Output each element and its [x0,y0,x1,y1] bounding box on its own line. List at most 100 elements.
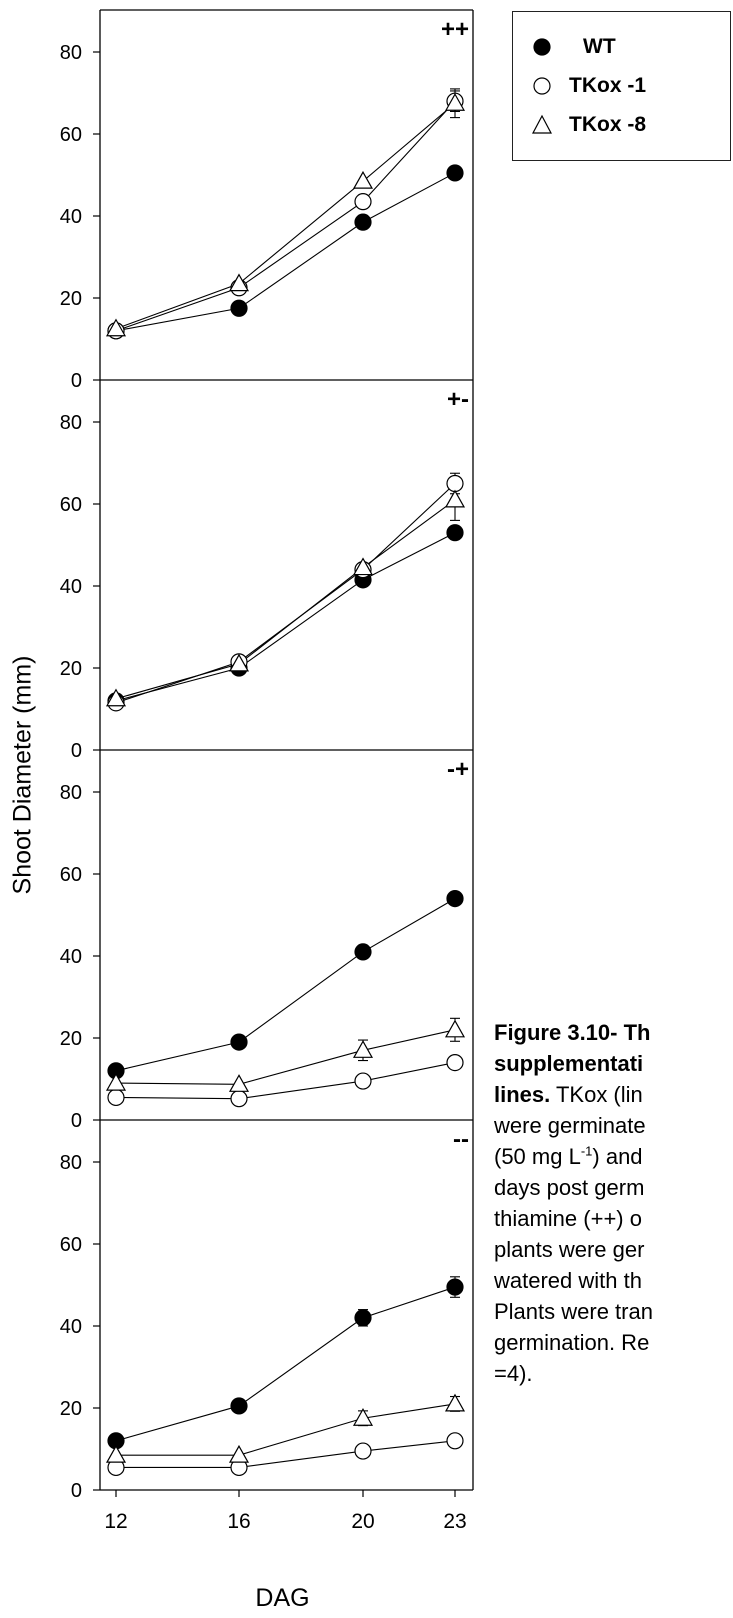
filled-circle-marker-icon [533,38,551,56]
data-point-tkox-1 [354,1072,372,1090]
open-circle-marker-icon [533,77,551,95]
caption-title-line: supplementati [494,1051,644,1076]
data-point-tkox-8 [444,1393,466,1412]
series-line [115,172,456,332]
data-point-tkox-8 [105,1072,127,1091]
y-tick-label: 80 [60,782,82,804]
caption-title-line: Figure 3.10- Th [494,1020,651,1045]
legend-item-tkox-8: TKox -8 [531,108,646,142]
x-tick-label: 20 [351,1510,374,1533]
data-point-wt [354,943,372,961]
caption-body-line: germination. Re [494,1330,650,1355]
y-tick-label: 80 [60,42,82,64]
y-tick-label: 40 [60,946,82,968]
y-tick-label: 60 [60,864,82,886]
data-point-wt [446,524,464,542]
caption-text: ) and [592,1144,643,1169]
y-tick-label: 80 [60,412,82,434]
series-line [116,1403,456,1456]
data-point-tkox-8 [105,1444,127,1463]
caption-body-line: days post germ [494,1175,645,1200]
data-point-wt [230,1397,248,1415]
data-point-tkox-1 [446,1432,464,1450]
data-point-wt [446,889,464,908]
panel-3: 0 20 40 60 80 -- [60,1126,473,1502]
caption-body-line: plants were ger [494,1237,645,1262]
data-point-tkox-8 [444,93,466,111]
chart-panels: 0 20 40 60 80 ++ 0 20 40 60 80 +- 0 20 40 60 80 -+ 0 20 40 60… [60,9,474,1533]
legend-label-wt: WT [583,35,616,58]
data-point-tkox-1 [107,1088,125,1107]
caption-concentration: (50 mg L [494,1144,581,1169]
data-point-tkox-1 [230,1090,248,1108]
data-point-wt [354,1309,372,1327]
data-point-tkox-8 [105,688,127,707]
legend: WT TKox -1 TKox -8 [512,11,731,161]
series-line [115,532,456,702]
data-point-tkox-8 [444,489,466,508]
data-point-tkox-1 [446,1053,464,1072]
y-tick-label: 0 [71,740,82,762]
series-line [115,1062,456,1100]
panel-label: -+ [447,756,469,783]
y-tick-label: 40 [60,206,82,228]
caption-body-line: thiamine (++) o [494,1206,642,1231]
caption-body-line: Plants were tran [494,1299,653,1324]
data-point-tkox-8 [228,1074,250,1092]
series-line [115,100,456,332]
legend-item-tkox-1: TKox -1 [531,69,646,103]
legend-item-wt: WT [531,30,616,64]
y-tick-label: 20 [60,1398,82,1420]
panel-0: 0 20 40 60 80 ++ [60,16,473,392]
caption-body-line: were germinate [494,1113,646,1138]
x-axis-label: DAG [255,1584,310,1612]
data-point-wt [446,164,464,182]
y-tick-label: 0 [71,1480,82,1502]
y-tick-label: 20 [60,1028,82,1050]
panel-label: ++ [441,16,469,43]
y-tick-label: 0 [71,1110,82,1132]
y-tick-label: 40 [60,576,82,598]
panel-2: 0 20 40 60 80 -+ [60,756,473,1132]
data-point-tkox-8 [352,557,374,576]
panel-1: 0 20 40 60 80 +- [60,386,473,762]
panel-label: -- [453,1126,469,1153]
y-tick-label: 60 [60,1234,82,1256]
y-tick-label: 80 [60,1152,82,1174]
x-tick-label: 16 [227,1510,250,1533]
series-line [115,499,456,700]
legend-label-tkox-8: TKox -8 [569,113,647,136]
data-point-tkox-8 [228,1444,250,1463]
data-point-wt [354,213,372,231]
caption-body-line: (50 mg L-1) and [494,1141,733,1172]
series-line [116,1440,456,1468]
y-axis-label: Shoot Diameter (mm) [8,655,37,895]
y-tick-label: 60 [60,494,82,516]
caption-body-text: TKox (lin [550,1082,643,1107]
series-line [115,898,456,1072]
y-tick-label: 0 [71,370,82,392]
y-tick-label: 20 [60,288,82,310]
data-point-tkox-8 [228,273,250,292]
data-point-tkox-8 [444,1019,466,1038]
data-point-tkox-1 [446,474,464,493]
series-line [115,483,456,704]
x-tick-label: 12 [104,1510,127,1533]
data-point-tkox-8 [352,1040,374,1058]
data-point-tkox-1 [354,1442,372,1460]
caption-body-line: =4). [494,1361,533,1386]
y-axis-label-wrap: Shoot Diameter (mm) [8,656,38,895]
figure-caption: Figure 3.10- Th supplementati lines. TKo… [494,1017,733,1389]
data-point-wt [446,1278,464,1296]
data-point-tkox-8 [352,1408,374,1426]
data-point-wt [230,299,248,317]
series-line [115,102,456,330]
open-triangle-marker-icon [532,114,552,134]
x-tick-label: 23 [443,1510,466,1533]
data-point-tkox-8 [352,170,374,189]
series-line [115,1029,456,1085]
data-point-wt [230,1033,248,1051]
y-tick-label: 20 [60,658,82,680]
caption-superscript: -1 [580,1143,593,1159]
data-point-tkox-8 [105,318,127,337]
